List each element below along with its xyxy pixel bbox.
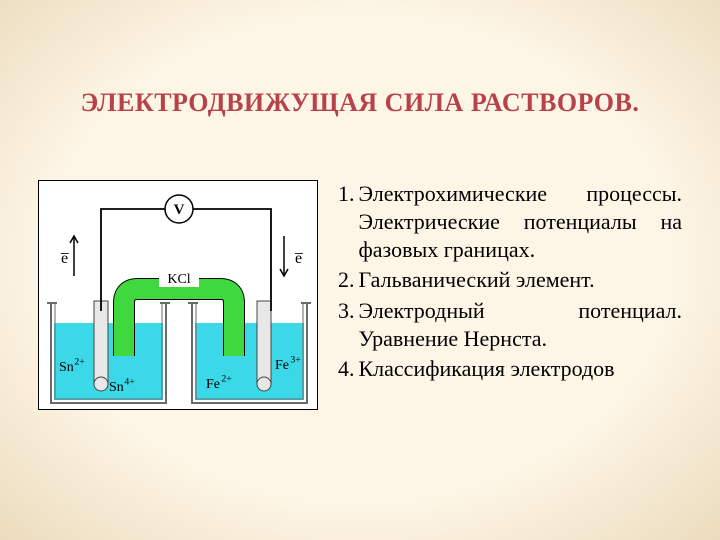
topic-text: Гальванический элемент. bbox=[359, 266, 683, 294]
svg-text:e̅: e̅ bbox=[60, 250, 70, 267]
svg-text:e̅: e̅ bbox=[294, 250, 304, 267]
topic-item: 2.Гальванический элемент. bbox=[338, 266, 682, 294]
content-row: KClVe̅e̅Sn2+Sn4+Fe2+Fe3+ 1.Электрохимиче… bbox=[38, 180, 682, 410]
topic-item: 3.Электродный потенциал. Уравнение Нернс… bbox=[338, 297, 682, 353]
topic-item: 1.Электрохимические процессы. Электричес… bbox=[338, 180, 682, 264]
svg-text:2+: 2+ bbox=[221, 374, 232, 385]
topic-text: Классификация электродов bbox=[359, 355, 683, 383]
svg-text:4+: 4+ bbox=[124, 377, 135, 388]
topic-text: Электродный потенциал. Уравнение Нернста… bbox=[359, 297, 683, 353]
topic-number: 3. bbox=[338, 297, 355, 353]
topic-list: 1.Электрохимические процессы. Электричес… bbox=[338, 180, 682, 385]
topic-number: 2. bbox=[338, 266, 355, 294]
svg-text:Fe: Fe bbox=[275, 358, 289, 373]
galvanic-cell-svg: KClVe̅e̅Sn2+Sn4+Fe2+Fe3+ bbox=[39, 181, 319, 411]
galvanic-cell-diagram: KClVe̅e̅Sn2+Sn4+Fe2+Fe3+ bbox=[38, 180, 318, 410]
svg-text:Fe: Fe bbox=[206, 377, 220, 392]
svg-text:Sn: Sn bbox=[59, 360, 74, 375]
topic-text: Электрохимические процессы. Электрически… bbox=[359, 180, 683, 264]
svg-text:3+: 3+ bbox=[290, 355, 301, 366]
topic-number: 1. bbox=[338, 180, 355, 264]
slide-title: ЭЛЕКТРОДВИЖУЩАЯ СИЛА РАСТВОРОВ. bbox=[0, 88, 720, 118]
topic-number: 4. bbox=[338, 355, 355, 383]
topic-item: 4.Классификация электродов bbox=[338, 355, 682, 383]
svg-text:KCl: KCl bbox=[167, 272, 190, 287]
svg-text:Sn: Sn bbox=[109, 380, 124, 395]
svg-text:2+: 2+ bbox=[74, 357, 85, 368]
svg-text:V: V bbox=[174, 202, 185, 218]
